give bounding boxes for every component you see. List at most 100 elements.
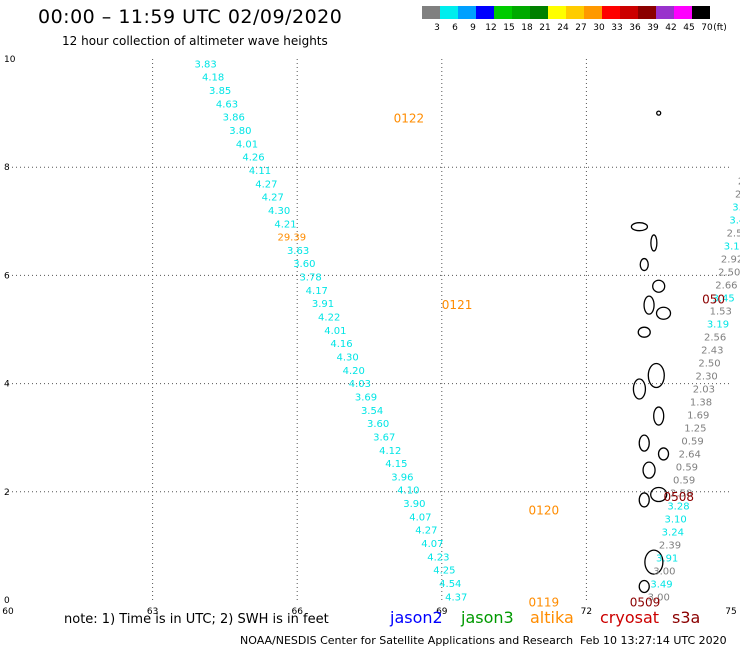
legend-note: note: 1) Time is in UTC; 2) SWH is in fe…	[64, 612, 329, 627]
altika-swh-value: 3.86	[223, 113, 245, 124]
altika-swh-value: 4.27	[255, 179, 277, 190]
colorbar-label: 45	[683, 23, 694, 33]
footer-timestamp: Feb 10 13:27:14 UTC 2020	[580, 634, 727, 647]
island-outline	[630, 222, 649, 232]
cryosat-swh-value: 3.12	[724, 241, 740, 252]
colorbar-swatch	[530, 6, 548, 19]
cryosat-swh-value: 3.94	[732, 202, 740, 213]
altika-swh-value: 4.22	[318, 313, 340, 324]
cryosat-swh-value: 1.53	[710, 306, 732, 317]
altika-swh-value: 4.12	[379, 446, 401, 457]
island-outline	[632, 378, 647, 400]
cryosat-swh-value: 1.38	[690, 397, 712, 408]
legend-jason2: jason2	[390, 608, 443, 627]
cryosat-swh-value: 3.45	[729, 215, 740, 226]
colorbar-label: 27	[575, 23, 586, 33]
colorbar-swatch	[422, 6, 440, 19]
colorbar-label: 21	[539, 23, 550, 33]
altika-swh-value: 4.17	[306, 286, 328, 297]
legend-altika: altika	[530, 608, 574, 627]
altika-pass-label: 0122	[394, 112, 425, 126]
island-outline	[642, 461, 656, 479]
colorbar-swatch	[566, 6, 584, 19]
colorbar-label: 39	[647, 23, 659, 33]
island-outline	[637, 326, 651, 338]
altika-swh-value: 4.07	[421, 539, 443, 550]
cryosat-swh-value: 1.69	[687, 410, 709, 421]
cryosat-swh-value: 2.50	[698, 358, 720, 369]
island-outline	[644, 549, 664, 575]
x-tick-label: 66	[291, 607, 303, 617]
altika-swh-value: 4.20	[343, 366, 365, 377]
page-subtitle: 12 hour collection of altimeter wave hei…	[62, 34, 328, 48]
cryosat-swh-value: 0.59	[673, 475, 695, 486]
altika-swh-value: 3.69	[355, 392, 377, 403]
island-outline	[638, 434, 650, 452]
colorbar-swatch	[602, 6, 620, 19]
footer-organization: NOAA/NESDIS Center for Satellite Applica…	[240, 634, 574, 647]
cryosat-swh-value: 3.45	[712, 293, 734, 304]
y-tick-label: 8	[4, 163, 10, 173]
cryosat-swh-value: 3.24	[662, 527, 684, 538]
altika-swh-value: 3.60	[293, 259, 315, 270]
colorbar-label: 24	[557, 23, 569, 33]
colorbar-swatch	[638, 6, 656, 19]
altika-swh-value: 4.01	[236, 139, 258, 150]
altika-swh-value: 4.21	[274, 219, 296, 230]
colorbar-swatch	[620, 6, 638, 19]
altika-swh-value: 3.85	[209, 86, 231, 97]
island-outline	[650, 234, 658, 252]
cryosat-pass-label: 050	[702, 293, 725, 307]
cryosat-swh-value: 2.64	[679, 449, 701, 460]
island-outline	[647, 362, 665, 389]
altika-swh-value: 4.27	[415, 526, 437, 537]
cryosat-swh-value: 2.07	[735, 189, 740, 200]
island-outline	[638, 579, 650, 594]
colorbar-swatch	[512, 6, 530, 19]
colorbar-label: 18	[521, 23, 533, 33]
island-outline	[639, 257, 649, 272]
altika-swh-value: 29.39	[277, 233, 306, 244]
colorbar-swatch	[584, 6, 602, 19]
x-tick-label: 75	[725, 607, 736, 617]
altika-swh-value: 4.63	[216, 99, 238, 110]
colorbar-swatch	[494, 6, 512, 19]
y-tick-label: 4	[4, 380, 10, 390]
altika-swh-value: 4.37	[445, 592, 467, 603]
altika-swh-value: 3.90	[403, 499, 425, 510]
colorbar-label: (ft)	[713, 23, 727, 33]
x-tick-label: 69	[436, 607, 448, 617]
altika-swh-value: 4.03	[349, 379, 371, 390]
colorbar-label: 42	[665, 23, 676, 33]
legend-s3a: s3a	[672, 608, 701, 627]
cryosat-swh-value: 3.10	[664, 514, 686, 525]
cryosat-swh-value: 2.43	[701, 345, 723, 356]
altika-swh-value: 4.01	[324, 326, 346, 337]
cryosat-swh-value: 1.25	[684, 423, 706, 434]
colorbar-swatch	[476, 6, 494, 19]
altika-swh-value: 4.07	[409, 512, 431, 523]
altika-swh-value: 3.67	[373, 432, 395, 443]
cryosat-swh-value: 2.51	[727, 228, 740, 239]
cryosat-pass-label: 0508	[664, 490, 695, 504]
colorbar-label: 36	[629, 23, 641, 33]
altika-swh-value: 4.23	[427, 552, 449, 563]
altika-swh-value: 4.11	[249, 166, 271, 177]
cryosat-pass-label: 0509	[630, 596, 661, 610]
altika-swh-value: 4.15	[385, 459, 407, 470]
cryosat-swh-value: 2.03	[693, 384, 715, 395]
altika-swh-value: 4.30	[337, 352, 359, 363]
colorbar-label: 70	[701, 23, 713, 33]
cryosat-swh-value: 2.66	[715, 280, 737, 291]
cryosat-swh-value: 2.51	[738, 176, 740, 187]
colorbar-swatch	[440, 6, 458, 19]
cryosat-swh-value: 3.00	[648, 592, 670, 603]
colorbar-label: 6	[452, 23, 458, 33]
colorbar-swatch	[692, 6, 710, 19]
altika-swh-value: 3.91	[312, 299, 334, 310]
cryosat-swh-value: 2.30	[696, 371, 718, 382]
y-tick-label: 2	[4, 488, 10, 498]
legend-cryosat: cryosat	[600, 608, 660, 627]
colorbar-label: 9	[470, 23, 476, 33]
